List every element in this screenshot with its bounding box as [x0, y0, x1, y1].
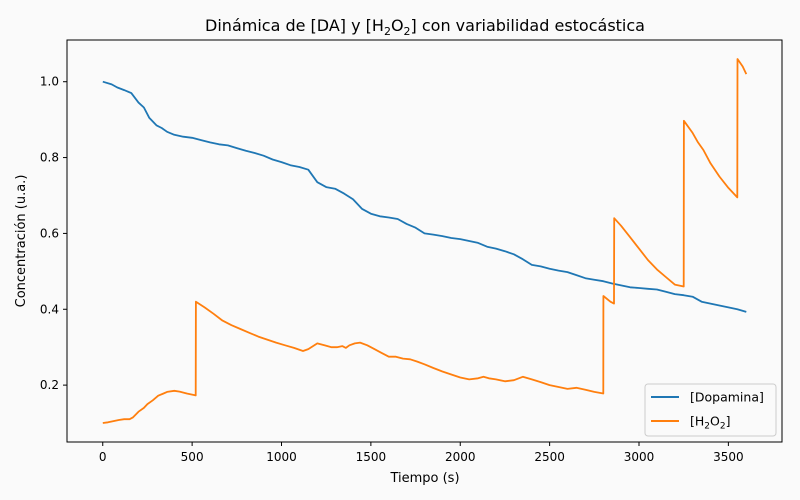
series-line-h2o2	[102, 58, 748, 424]
y-tick-label: 0.2	[40, 378, 59, 392]
y-tick-label: 0.6	[40, 226, 59, 240]
y-tick-label: 0.4	[40, 302, 59, 316]
y-tick-label: 1.0	[40, 75, 59, 89]
series-line-dopamina	[102, 80, 747, 313]
y-tick-label: 0.8	[40, 151, 59, 165]
plot-area	[67, 40, 782, 442]
x-tick-label: 2500	[534, 450, 565, 464]
x-tick-label: 2000	[445, 450, 476, 464]
y-axis-label: Concentración (u.a.)	[14, 175, 29, 308]
x-tick-label: 3500	[713, 450, 744, 464]
x-tick-label: 1500	[356, 450, 387, 464]
chart-title: Dinámica de [DA] y [H2O2] con variabilid…	[205, 16, 645, 38]
x-axis-ticks: 0 500 1000 1500 2000 2500 3000 3500	[99, 442, 744, 464]
x-tick-label: 0	[99, 450, 107, 464]
plot-frame	[66, 39, 783, 443]
legend: [Dopamina] [H2O2]	[644, 383, 777, 437]
series-layer	[102, 58, 748, 424]
y-axis-ticks: 0.2 0.4 0.6 0.8 1.0	[40, 75, 67, 392]
x-tick-label: 500	[181, 450, 204, 464]
legend-label-dopamina: [Dopamina]	[690, 390, 764, 405]
legend-label-h2o2: [H2O2]	[690, 414, 730, 432]
x-tick-label: 1000	[266, 450, 297, 464]
x-tick-label: 3000	[624, 450, 655, 464]
x-axis-label: Tiempo (s)	[389, 471, 459, 486]
